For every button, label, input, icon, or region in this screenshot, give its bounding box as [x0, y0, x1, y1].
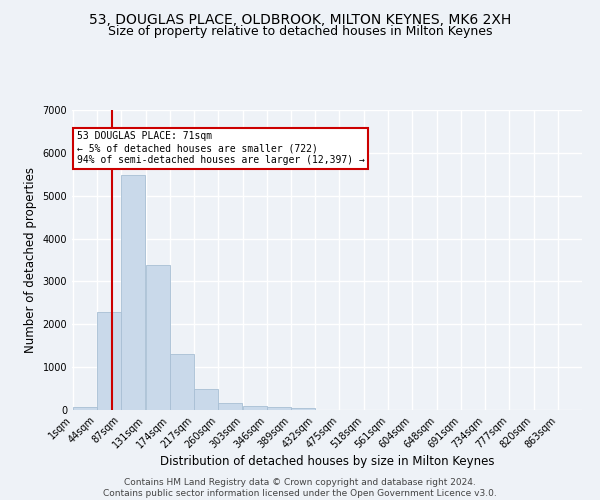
Bar	[73, 406, 97, 410]
Bar	[146, 265, 170, 410]
Bar	[243, 406, 266, 410]
X-axis label: Distribution of detached houses by size in Milton Keynes: Distribution of detached houses by size …	[160, 456, 494, 468]
Text: Contains HM Land Registry data © Crown copyright and database right 2024.
Contai: Contains HM Land Registry data © Crown c…	[103, 478, 497, 498]
Bar	[218, 402, 242, 410]
Bar	[121, 175, 145, 410]
Bar	[267, 408, 291, 410]
Bar	[291, 408, 315, 410]
Bar	[170, 354, 194, 410]
Text: 53, DOUGLAS PLACE, OLDBROOK, MILTON KEYNES, MK6 2XH: 53, DOUGLAS PLACE, OLDBROOK, MILTON KEYN…	[89, 12, 511, 26]
Bar	[194, 388, 218, 410]
Bar	[97, 312, 121, 410]
Y-axis label: Number of detached properties: Number of detached properties	[24, 167, 37, 353]
Text: 53 DOUGLAS PLACE: 71sqm
← 5% of detached houses are smaller (722)
94% of semi-de: 53 DOUGLAS PLACE: 71sqm ← 5% of detached…	[77, 132, 364, 164]
Text: Size of property relative to detached houses in Milton Keynes: Size of property relative to detached ho…	[108, 25, 492, 38]
